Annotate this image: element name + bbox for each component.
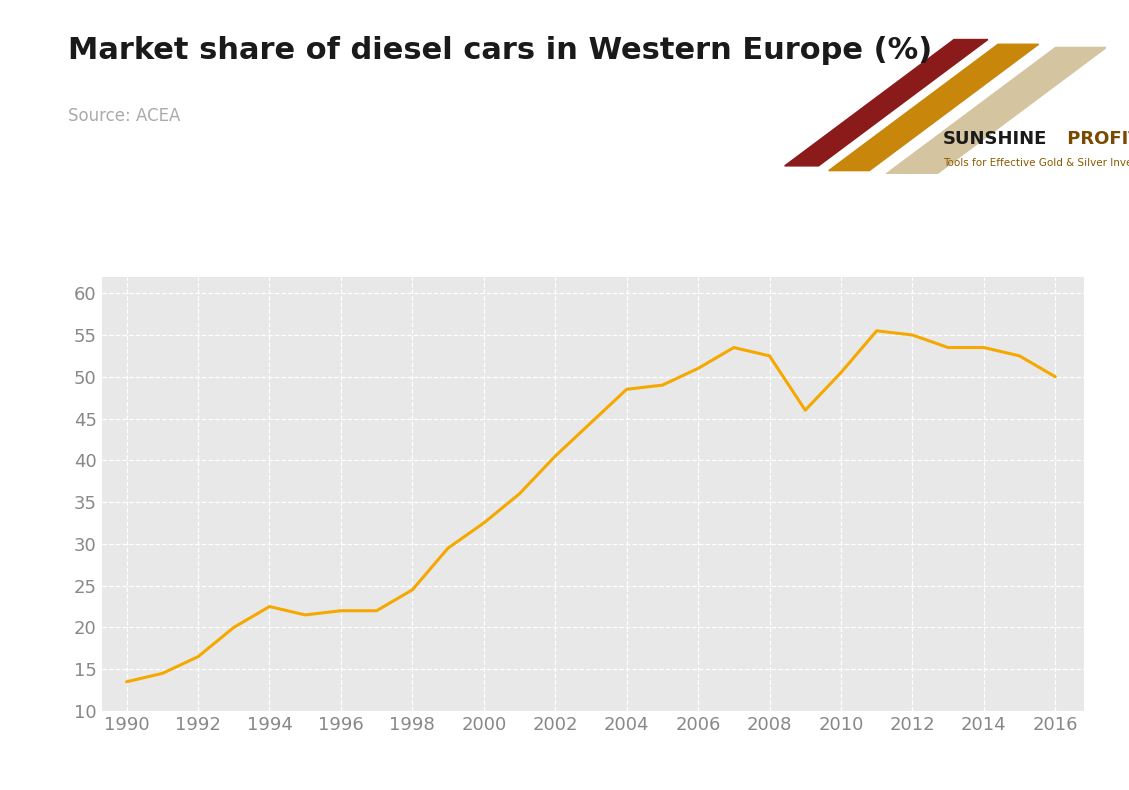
Polygon shape (785, 40, 988, 166)
Polygon shape (829, 44, 1039, 171)
Text: SUNSHINE: SUNSHINE (943, 130, 1047, 149)
Text: PROFITS: PROFITS (1061, 130, 1129, 149)
Text: Source: ACEA: Source: ACEA (68, 107, 181, 125)
Text: Market share of diesel cars in Western Europe (%): Market share of diesel cars in Western E… (68, 36, 933, 65)
Text: Tools for Effective Gold & Silver Investments: Tools for Effective Gold & Silver Invest… (943, 158, 1129, 168)
Polygon shape (886, 47, 1106, 174)
